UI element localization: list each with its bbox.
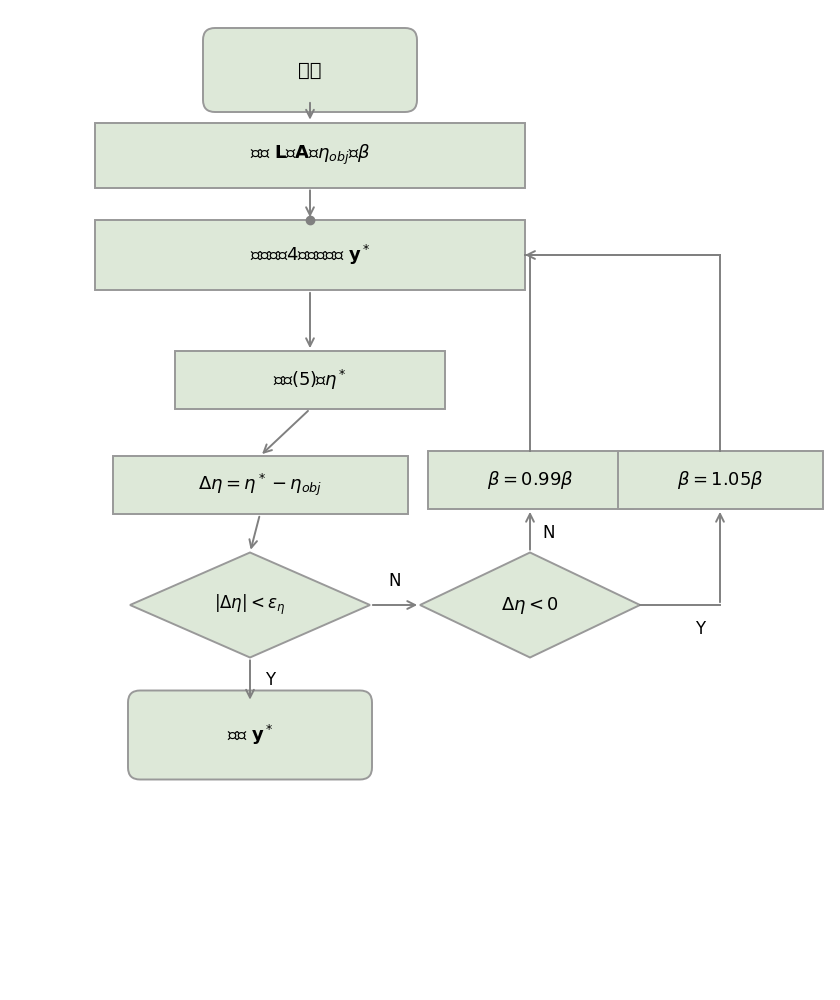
FancyBboxPatch shape [95,122,525,188]
Text: $|\Delta\eta| < \varepsilon_{\eta}$: $|\Delta\eta| < \varepsilon_{\eta}$ [214,593,286,617]
Text: 据式(5)求$\eta^*$: 据式(5)求$\eta^*$ [273,368,347,392]
Text: 开始: 开始 [298,60,322,80]
Text: $\Delta\eta < 0$: $\Delta\eta < 0$ [501,594,559,615]
Text: $\beta = 1.05\beta$: $\beta = 1.05\beta$ [677,469,764,491]
FancyBboxPatch shape [113,456,407,514]
FancyBboxPatch shape [95,220,525,290]
Polygon shape [420,552,640,658]
FancyBboxPatch shape [175,351,445,409]
Text: N: N [542,524,554,542]
Text: 输出 $\mathbf{y}^*$: 输出 $\mathbf{y}^*$ [227,723,273,747]
Text: 输入 $\mathbf{L}$，$\mathbf{A}$，$\eta_{obj}$，$\beta$: 输入 $\mathbf{L}$，$\mathbf{A}$，$\eta_{obj}… [249,143,370,167]
Text: Y: Y [695,620,705,638]
FancyBboxPatch shape [428,451,633,509]
FancyBboxPatch shape [617,451,822,509]
Text: Y: Y [265,671,276,689]
Text: N: N [389,572,402,590]
FancyBboxPatch shape [203,28,417,112]
Text: $\Delta\eta = \eta^* - \eta_{obj}$: $\Delta\eta = \eta^* - \eta_{obj}$ [197,472,323,498]
FancyBboxPatch shape [128,690,372,780]
Text: 根据式（4）求最优解 $\mathbf{y}^*$: 根据式（4）求最优解 $\mathbf{y}^*$ [249,243,370,267]
Text: $\beta = 0.99\beta$: $\beta = 0.99\beta$ [486,469,574,491]
Polygon shape [130,552,370,658]
